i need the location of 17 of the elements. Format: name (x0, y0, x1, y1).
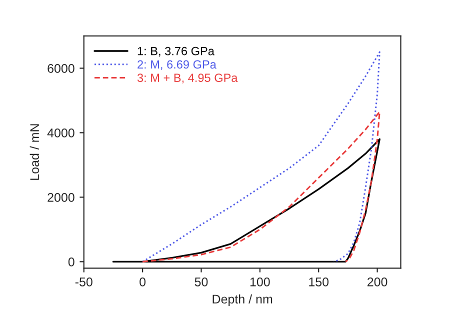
y-tick-label: 6000 (48, 64, 74, 73)
y-tick-label: 4000 (47, 128, 74, 138)
line-series (112, 138, 380, 263)
legend-label: 2: M, 6.69 GPa (138, 60, 216, 70)
y-tick-label: 2000 (48, 193, 74, 202)
x-tick-label: 100 (250, 278, 270, 286)
x-tick-label: 50 (194, 278, 208, 286)
x-tick-label: -50 (75, 278, 92, 286)
x-tick-label: 200 (367, 278, 388, 286)
x-axis-title: Depth / nm (212, 294, 272, 306)
line-series (142, 110, 380, 262)
x-tick-label: 150 (309, 278, 329, 286)
legend-label: 3: M + B, 4.95 GPa (137, 74, 238, 84)
y-tick-label: 0 (68, 257, 74, 266)
x-tick-label: 0 (140, 278, 146, 286)
y-axis-title: Load / mN (30, 124, 40, 180)
legend-label: 1: B, 3.76 GPa (138, 46, 214, 57)
